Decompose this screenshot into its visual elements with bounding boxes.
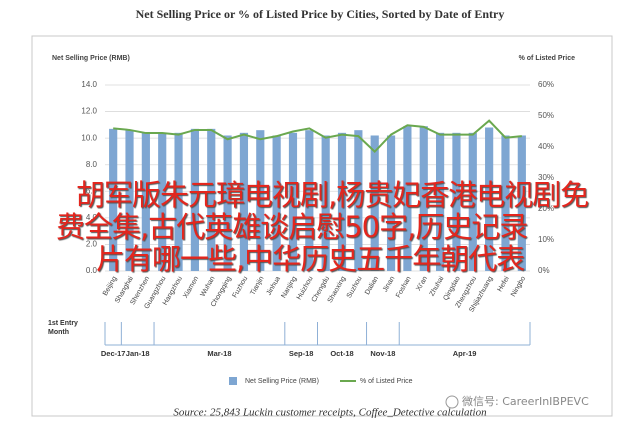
bar (370, 135, 379, 271)
y-tick-label: 8.0 (86, 160, 98, 169)
bar (386, 135, 396, 271)
bar (109, 128, 118, 271)
y2-axis-label: % of Listed Price (519, 55, 576, 62)
y-tick-label: 4.0 (86, 213, 98, 222)
y-tick-label: 2.0 (86, 240, 98, 249)
bar (272, 135, 281, 271)
bar (125, 130, 134, 271)
entry-label: 1st Entry (48, 320, 78, 327)
legend-label: Net Selling Price (RMB) (245, 378, 319, 385)
entry-month: Jan-18 (126, 349, 150, 358)
entry-month: Apr-19 (453, 349, 477, 358)
chart-title: Net Selling Price or % of Listed Price b… (136, 7, 505, 21)
bar (321, 135, 330, 271)
entry-month: Nov-18 (370, 349, 395, 358)
bar (190, 128, 199, 271)
overlay-text: 胡军版朱元璋电视剧,杨贵妃香港电视剧免 (76, 178, 589, 212)
y2-tick-label: 30% (538, 173, 554, 182)
bar (485, 127, 494, 271)
overlay-text: 费全集,古代英雄谈启慰50字,历史记录 (56, 210, 528, 244)
bar (288, 132, 298, 271)
y2-tick-label: 60% (538, 80, 554, 89)
bar (207, 128, 216, 271)
y-tick-label: 0.0 (86, 266, 98, 275)
y2-tick-label: 10% (538, 235, 554, 244)
bar (141, 132, 150, 271)
entry-month: Mar-18 (207, 349, 231, 358)
y2-tick-label: 40% (538, 142, 554, 151)
bar (403, 126, 412, 271)
entry-month: Sep-18 (289, 349, 314, 358)
bar (158, 132, 167, 271)
entry-month: Dec-17 (101, 349, 126, 358)
bar (468, 132, 477, 271)
bar (223, 135, 232, 271)
bar (452, 132, 461, 271)
line (113, 119, 522, 154)
bar (256, 130, 265, 271)
y-tick-label: 6.0 (86, 186, 98, 195)
overlay-text: 片有哪一些,中华历史五千年朝代表 (96, 242, 525, 276)
bar (337, 132, 347, 271)
y-axis-label: Net Selling Price (RMB) (52, 55, 130, 62)
bar (354, 130, 363, 271)
bar (436, 132, 445, 271)
y-tick-label: 12.0 (81, 107, 97, 116)
bar (174, 132, 183, 271)
entry-month: Oct-18 (330, 349, 353, 358)
y2-tick-label: 20% (538, 204, 554, 213)
bar (517, 135, 526, 271)
entry-label: Month (48, 329, 69, 336)
legend-swatch (229, 377, 237, 385)
wechat-icon (445, 395, 459, 409)
watermark: 微信号: CareerInIBPEVC (462, 394, 589, 408)
bar (501, 135, 510, 271)
y2-tick-label: 50% (538, 111, 554, 120)
bar (239, 132, 249, 271)
bar (305, 130, 314, 271)
bar (419, 126, 428, 271)
source: Source: 25,843 Luckin customer receipts,… (173, 407, 487, 419)
y-tick-label: 14.0 (81, 80, 97, 89)
y-tick-label: 10.0 (81, 133, 97, 142)
y2-tick-label: 0% (538, 266, 550, 275)
legend-label: % of Listed Price (360, 378, 413, 385)
